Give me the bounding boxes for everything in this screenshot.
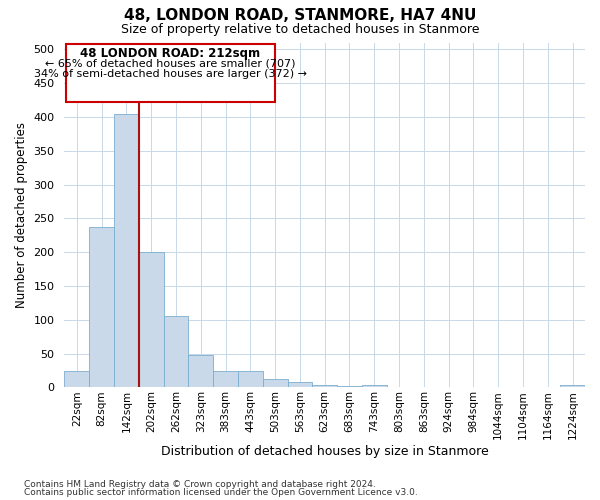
- Bar: [213, 370, 238, 388]
- Bar: [64, 370, 89, 388]
- Bar: [313, 386, 337, 388]
- Bar: [412, 386, 436, 388]
- Bar: [386, 386, 412, 388]
- X-axis label: Distribution of detached houses by size in Stanmore: Distribution of detached houses by size …: [161, 444, 488, 458]
- Bar: [436, 386, 461, 388]
- Bar: [164, 316, 188, 388]
- Text: 48, LONDON ROAD, STANMORE, HA7 4NU: 48, LONDON ROAD, STANMORE, HA7 4NU: [124, 8, 476, 22]
- Text: Size of property relative to detached houses in Stanmore: Size of property relative to detached ho…: [121, 22, 479, 36]
- Bar: [263, 380, 287, 388]
- Bar: [114, 114, 139, 388]
- Bar: [560, 386, 585, 388]
- Text: Contains public sector information licensed under the Open Government Licence v3: Contains public sector information licen…: [24, 488, 418, 497]
- Bar: [188, 355, 213, 388]
- Bar: [238, 370, 263, 388]
- Bar: [139, 252, 164, 388]
- Bar: [337, 386, 362, 388]
- Bar: [461, 386, 486, 388]
- Text: Contains HM Land Registry data © Crown copyright and database right 2024.: Contains HM Land Registry data © Crown c…: [24, 480, 376, 489]
- Text: 48 LONDON ROAD: 212sqm: 48 LONDON ROAD: 212sqm: [80, 46, 260, 60]
- Y-axis label: Number of detached properties: Number of detached properties: [15, 122, 28, 308]
- FancyBboxPatch shape: [67, 44, 275, 102]
- Bar: [89, 227, 114, 388]
- Text: ← 65% of detached houses are smaller (707): ← 65% of detached houses are smaller (70…: [45, 58, 296, 68]
- Bar: [511, 386, 535, 388]
- Bar: [486, 386, 511, 388]
- Bar: [287, 382, 313, 388]
- Text: 34% of semi-detached houses are larger (372) →: 34% of semi-detached houses are larger (…: [34, 69, 307, 79]
- Bar: [362, 386, 386, 388]
- Bar: [535, 386, 560, 388]
